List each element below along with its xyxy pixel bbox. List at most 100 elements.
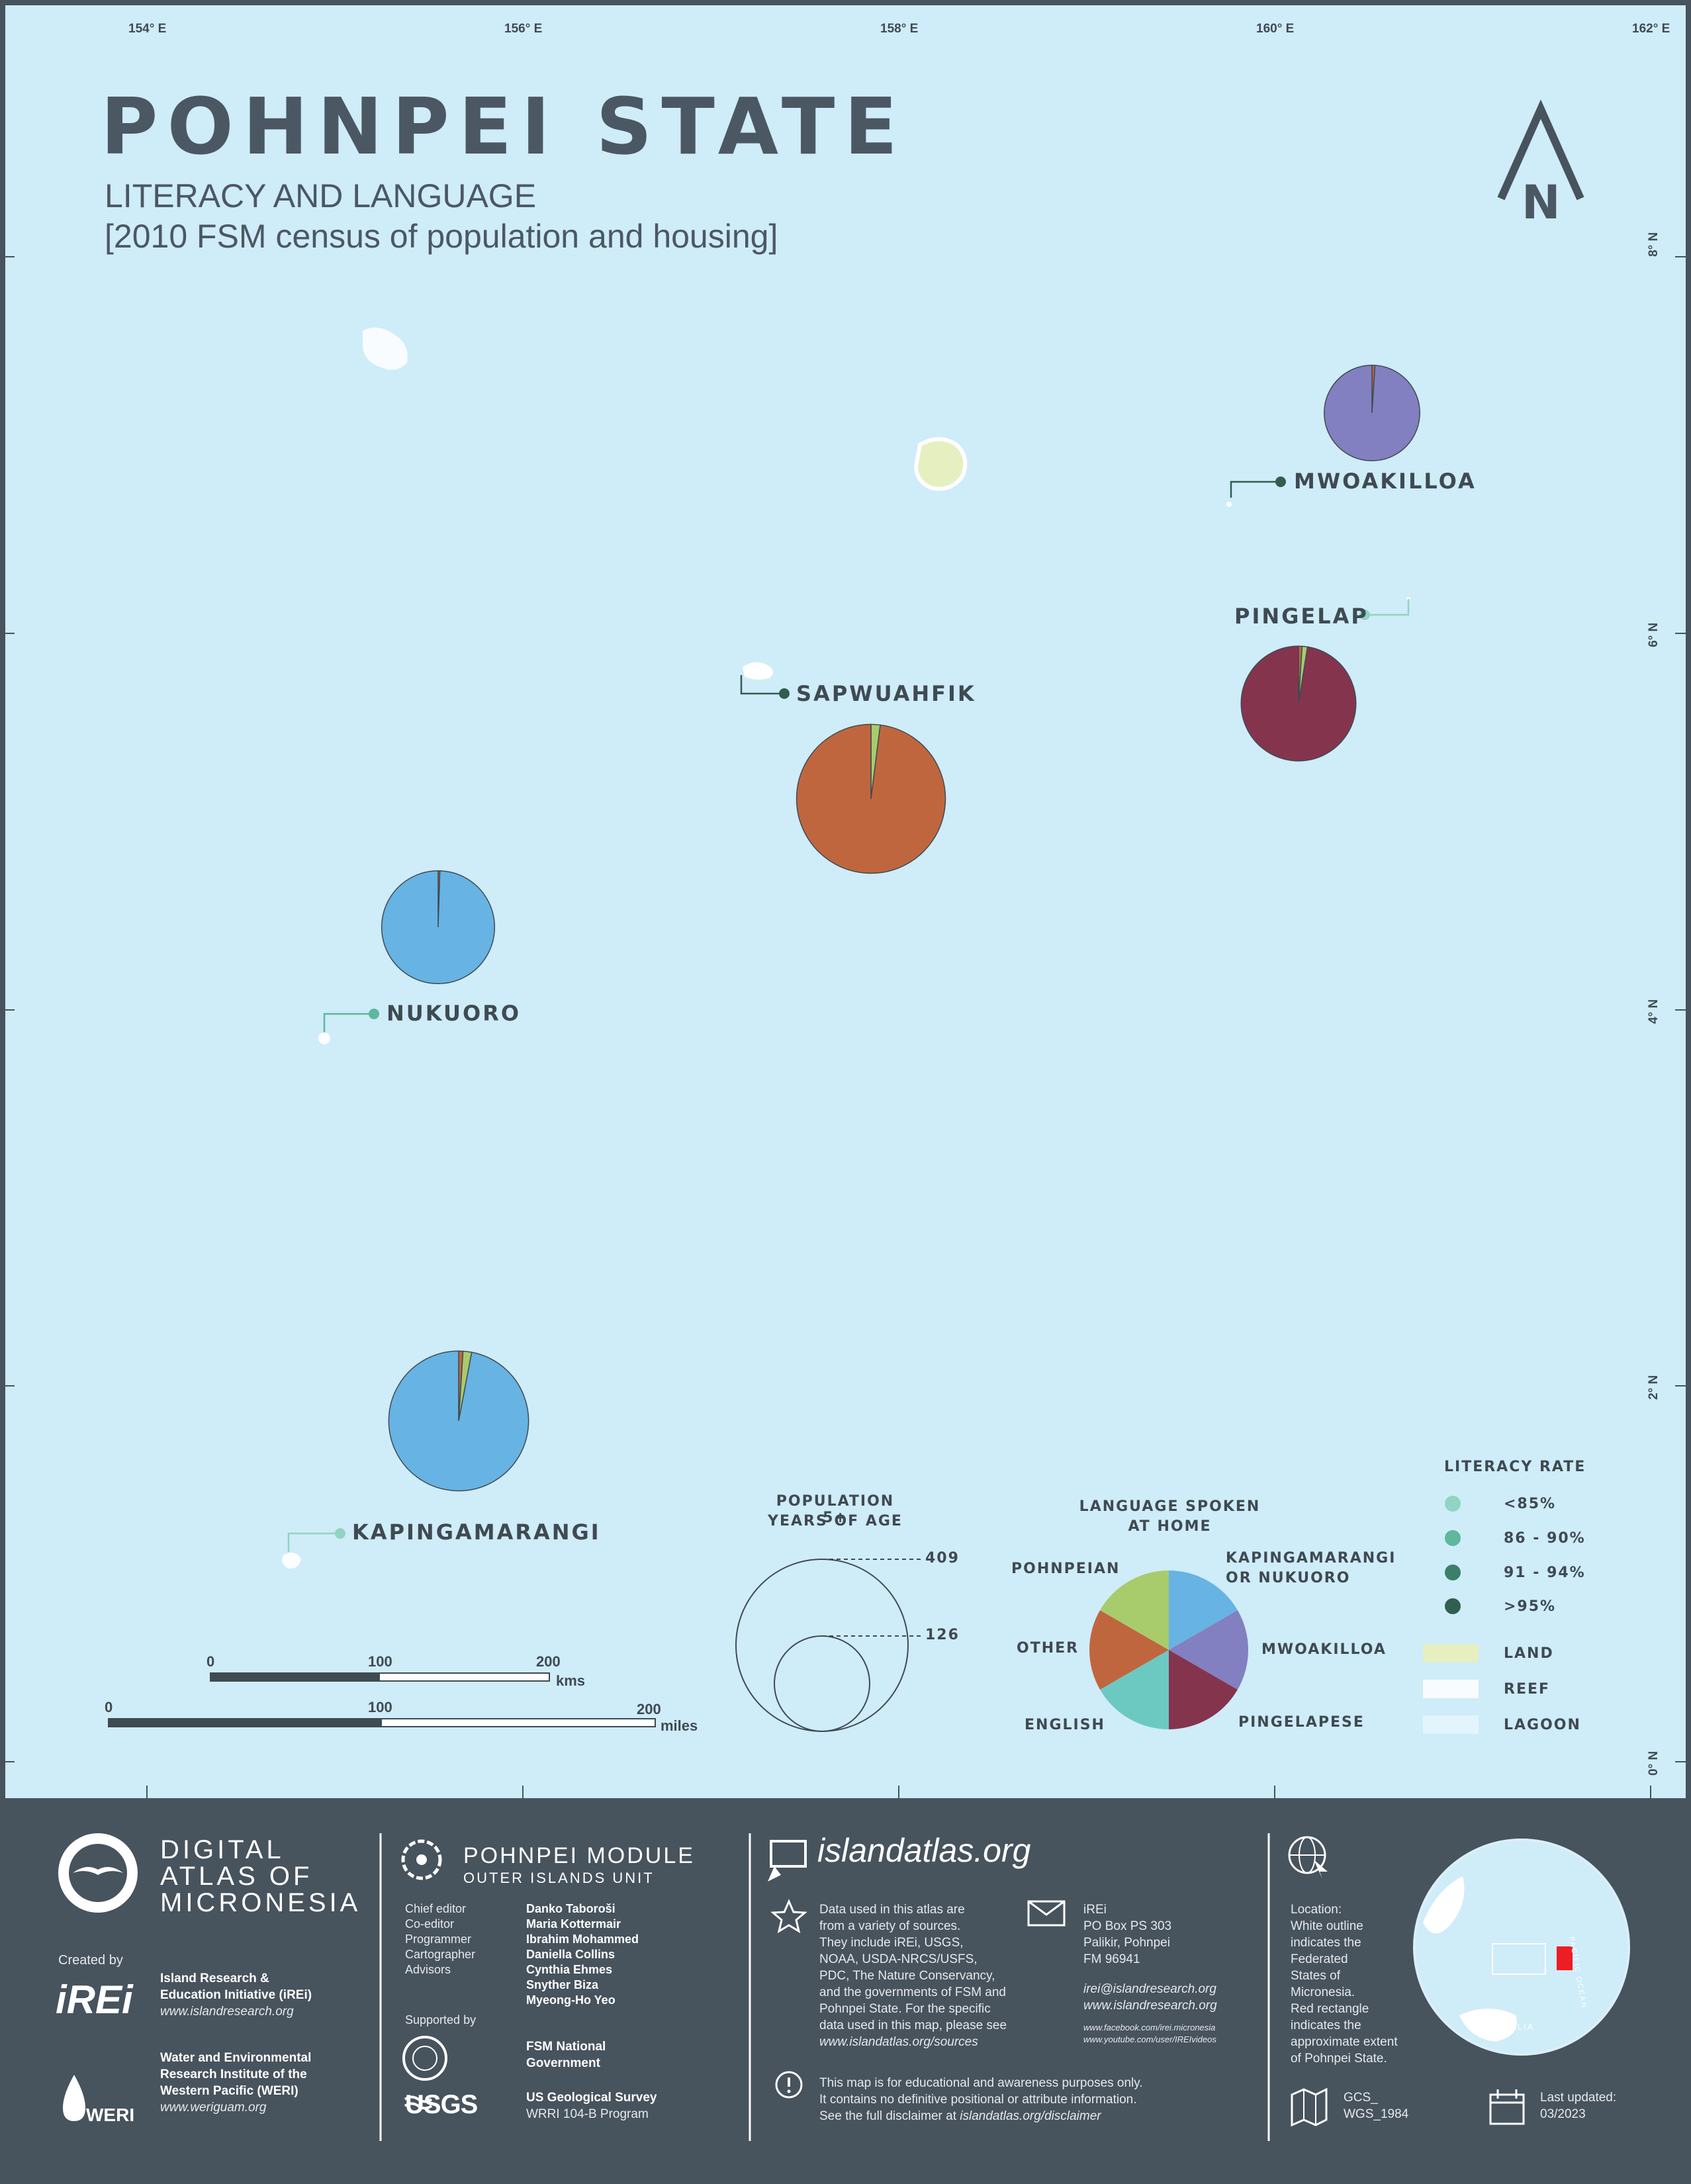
scale-km-100: 100	[368, 1653, 392, 1670]
island-label-kapingamarangi: KAPINGAMARANGI	[352, 1520, 601, 1545]
literacy-legend-dot-1	[1445, 1496, 1461, 1512]
updated-date: 03/2023	[1540, 2107, 1586, 2121]
lon-label-162: 162° E	[1632, 22, 1670, 36]
pohnpei-extent-rect	[1557, 1946, 1573, 1970]
star-icon	[770, 1899, 807, 1934]
module-subtitle: OUTER ISLANDS UNIT	[463, 1870, 655, 1886]
island-oroluk	[363, 328, 408, 370]
footer-graphics	[58, 1833, 1630, 2141]
address-line-3: Palikir, Pohnpei	[1083, 1936, 1170, 1950]
population-legend-title-1: POPULATION 5+	[776, 1493, 895, 1526]
language-legend-title-2: AT HOME	[1128, 1518, 1212, 1535]
globe-label-australia: AUSTRALIA	[1475, 2022, 1535, 2032]
disclaimer-line-1: This map is for educational and awarenes…	[819, 2076, 1143, 2090]
lon-label-160: 160° E	[1256, 22, 1295, 36]
weri-name-3: Western Pacific (WERI)	[160, 2084, 298, 2098]
sources-url[interactable]: www.islandatlas.org/sources	[819, 2035, 978, 2049]
location-line-3: indicates the	[1291, 1936, 1361, 1950]
weri-logo-icon	[63, 2075, 85, 2121]
irei-name-2: Education Initiative (iREi)	[160, 1988, 312, 2002]
map-panel: 154° E 156° E 158° E 160° E 162° E 8° N …	[0, 0, 1691, 1803]
literacy-legend-dot-3	[1445, 1565, 1461, 1580]
legend-slice-pohnpeian	[1100, 1570, 1169, 1650]
scale-mi-100: 100	[368, 1699, 392, 1715]
sources-line-8: data used in this map, please see	[819, 2019, 1007, 2032]
language-legend-pie	[1089, 1570, 1249, 1729]
globe-cursor-icon	[1288, 1836, 1328, 1879]
credit-people: Danko Taboroši Maria Kottermair Ibrahim …	[526, 1901, 639, 2008]
gcs-line-2: WGS_1984	[1344, 2107, 1409, 2121]
leader-sapwuahfik	[740, 675, 784, 695]
contact-web[interactable]: www.islandresearch.org	[1083, 1999, 1217, 2013]
language-legend-other: OTHER	[1017, 1640, 1079, 1657]
updated-label: Last updated:	[1540, 2091, 1617, 2105]
person-1: Danko Taboroši	[526, 1902, 616, 1915]
sources-line-6: and the governments of FSM and	[819, 1985, 1006, 1999]
scale-km-0: 0	[206, 1653, 215, 1670]
contact-email[interactable]: irei@islandresearch.org	[1083, 1982, 1216, 1996]
role-co-editor: Co-editor	[405, 1917, 455, 1931]
sources-line-1: Data used in this atlas are	[819, 1903, 965, 1917]
scale-mi-unit: miles	[661, 1717, 698, 1734]
irei-block: Island Research & Education Initiative (…	[160, 1970, 312, 2020]
legend-slice-english	[1100, 1650, 1169, 1729]
literacy-dot-nukuoro	[369, 1009, 379, 1019]
gcs-block: GCS_ WGS_1984	[1344, 2089, 1408, 2122]
credit-roles: Chief editor Co-editor Programmer Cartog…	[405, 1901, 475, 1978]
person-5: Cynthia Ehmes	[526, 1963, 613, 1976]
reef-swatch	[1423, 1680, 1479, 1698]
sources-line-5: PDC, The Nature Conservancy,	[819, 1969, 995, 1983]
scale-km-200: 200	[536, 1653, 561, 1670]
island-mwoakilloa-land	[1226, 502, 1232, 507]
person-7: Myeong-Ho Yeo	[526, 1993, 616, 2007]
language-legend-pingelapese: PINGELAPESE	[1238, 1714, 1365, 1731]
literacy-legend-dot-2	[1445, 1530, 1461, 1546]
sources-line-2: from a variety of sources.	[819, 1919, 961, 1933]
literacy-legend-2: 86 - 90%	[1504, 1530, 1586, 1547]
literacy-dot-sapwuahfik	[779, 688, 790, 699]
module-title: POHNPEI MODULE	[463, 1843, 695, 1868]
literacy-dot-mwoakilloa	[1275, 477, 1286, 487]
disclaimer-line-2: It contains no definitive positional or …	[819, 2093, 1137, 2107]
location-line-9: approximate extent	[1291, 2035, 1398, 2049]
island-pohnpei	[913, 437, 968, 491]
fsm-seal-icon	[402, 2036, 447, 2081]
social-block: www.facebook.com/irei.micronesia www.you…	[1083, 2022, 1216, 2046]
north-arrow-label: N	[1522, 175, 1561, 230]
population-legend-title-2: YEARS OF AGE	[768, 1513, 903, 1529]
site-link[interactable]: islandatlas.org	[817, 1832, 1031, 1869]
address-line-1: iREi	[1083, 1903, 1107, 1917]
supported-by-label: Supported by	[405, 2013, 477, 2026]
support-usgs-line1: US Geological Survey	[526, 2091, 657, 2105]
language-legend-kapinga-2: OR NUKUORO	[1226, 1570, 1351, 1586]
atlas-name-line3: MICRONESIA	[160, 1888, 361, 1917]
leader-nukuoro	[323, 1013, 374, 1032]
location-line-6: Micronesia.	[1291, 1985, 1355, 1999]
literacy-legend-dot-4	[1445, 1598, 1461, 1614]
weri-url[interactable]: www.weriguam.org	[160, 2101, 267, 2115]
pie-slice-nukuoro-kapingamarangi-or-nukuoro	[381, 870, 496, 985]
social-youtube[interactable]: www.youtube.com/user/IREIvideos	[1083, 2034, 1216, 2044]
island-label-nukuoro: NUKUORO	[387, 1001, 522, 1026]
lat-label-8: 8° N	[1647, 232, 1661, 257]
location-line-2: White outline	[1291, 1919, 1363, 1933]
role-advisors: Advisors	[405, 1963, 451, 1976]
language-legend-english: ENGLISH	[1025, 1717, 1105, 1733]
disclaimer-line-3: See the full disclaimer at	[819, 2109, 956, 2123]
gcs-line-1: GCS_	[1344, 2091, 1378, 2105]
north-arrow-icon	[1497, 99, 1584, 201]
role-chief-editor: Chief editor	[405, 1902, 467, 1915]
person-4: Daniella Collins	[526, 1948, 616, 1961]
disclaimer-url[interactable]: islandatlas.org/disclaimer	[960, 2109, 1101, 2123]
atlas-name-line1: DIGITAL	[160, 1835, 285, 1864]
scale-km-unit: kms	[556, 1672, 586, 1689]
language-legend-title-1: LANGUAGE SPOKEN	[1079, 1498, 1261, 1515]
irei-url[interactable]: www.islandresearch.org	[160, 2005, 294, 2019]
legend-slice-pingelapese	[1169, 1650, 1238, 1729]
address-block: iREi PO Box PS 303 Palikir, Pohnpei FM 9…	[1083, 1901, 1171, 1968]
social-facebook[interactable]: www.facebook.com/irei.micronesia	[1083, 2023, 1216, 2032]
location-line-4: Federated	[1291, 1952, 1348, 1966]
pie-slice-pingelap-pingelapese	[1240, 645, 1357, 762]
usgs-logo-icon	[404, 2095, 433, 2110]
atlas-name: DIGITAL ATLAS OF MICRONESIA	[160, 1837, 361, 1916]
